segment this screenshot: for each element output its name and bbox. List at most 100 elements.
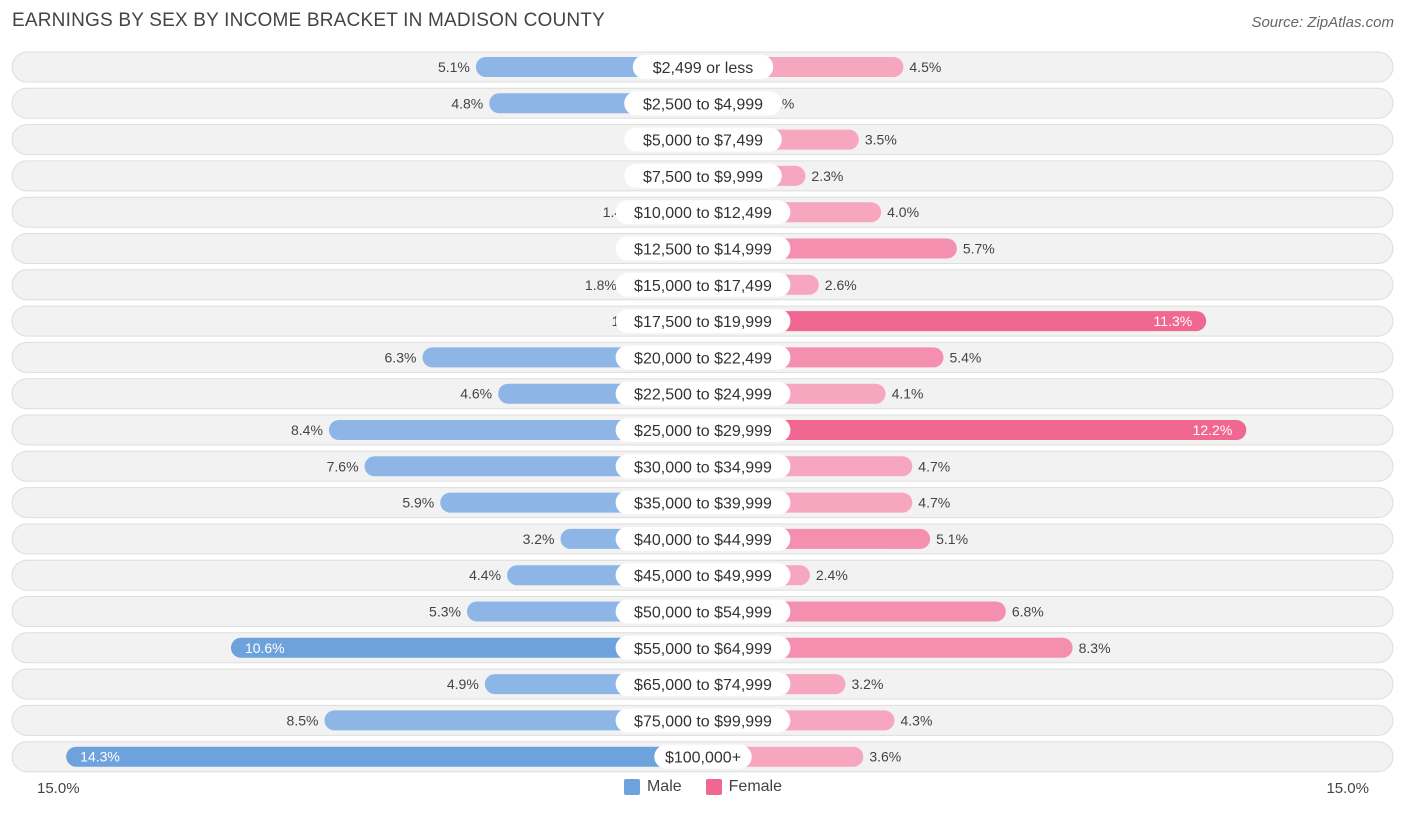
category-label: $15,000 to $17,499 xyxy=(634,278,772,295)
female-value-label: 3.5% xyxy=(865,132,897,148)
category-label-pill xyxy=(615,563,791,588)
male-bar xyxy=(324,710,703,731)
category-label: $100,000+ xyxy=(665,750,741,767)
bar-row: 0.61%2.3%$7,500 to $9,999 xyxy=(11,160,1394,192)
legend-item-male[interactable]: Male xyxy=(623,778,682,796)
category-label: $65,000 to $74,999 xyxy=(634,677,772,694)
bar-row: 8.4% 12.2% $25,000 to $29,999 xyxy=(11,414,1394,446)
female-value-label: 4.7% xyxy=(918,495,950,511)
male-value-label: 1.8% xyxy=(585,277,617,293)
bar-row: 4.9% 3.2% $65,000 to $74,999 xyxy=(11,668,1394,700)
bar-row: 5.1% 4.5% $2,499 or less xyxy=(11,51,1394,83)
category-label: $45,000 to $49,999 xyxy=(634,568,772,585)
bar-row: 0.44%3.5%$5,000 to $7,499 xyxy=(11,124,1394,156)
male-value-label: 5.9% xyxy=(402,495,434,511)
bar-row: 4.4% 2.4% $45,000 to $49,999 xyxy=(11,559,1394,591)
bar-row: 3.2% 5.1% $40,000 to $44,999 xyxy=(11,523,1394,555)
male-value-label: 4.9% xyxy=(447,676,479,692)
category-label: $55,000 to $64,999 xyxy=(634,641,772,658)
axis-right-label: 15.0% xyxy=(1326,780,1369,797)
category-label: $75,000 to $99,999 xyxy=(634,713,772,730)
female-value-label: 4.0% xyxy=(887,204,919,220)
category-label-pill xyxy=(654,744,752,769)
category-label-pill xyxy=(615,708,791,733)
bar-row: 1.8% 2.6% $15,000 to $17,499 xyxy=(11,269,1394,301)
female-value-label: 2.6% xyxy=(825,277,857,293)
female-value-label: 11.3% xyxy=(1154,313,1193,329)
category-label-pill xyxy=(615,272,791,297)
category-label-pill xyxy=(615,345,791,370)
category-label: $2,499 or less xyxy=(653,60,754,77)
category-label-pill xyxy=(615,599,791,624)
category-label: $5,000 to $7,499 xyxy=(643,133,763,150)
male-value-label: 10.6% xyxy=(245,640,285,656)
male-value-label: 14.3% xyxy=(80,749,120,765)
category-label-pill xyxy=(615,454,791,479)
male-bar xyxy=(328,420,703,440)
bar-row: 4.8%1.2%$2,500 to $4,999 xyxy=(11,87,1394,119)
female-value-label: 12.2% xyxy=(1193,422,1233,438)
male-value-label: 7.6% xyxy=(327,458,359,474)
female-value-label: 4.1% xyxy=(892,386,924,402)
bar-row: 4.6% 4.1% $22,500 to $24,999 xyxy=(11,378,1394,410)
female-bar xyxy=(703,420,1247,440)
female-bar xyxy=(703,311,1207,332)
male-bar xyxy=(66,746,703,767)
category-label: $12,500 to $14,999 xyxy=(634,242,772,259)
female-value-label: 5.4% xyxy=(949,349,981,365)
category-label: $2,500 to $4,999 xyxy=(643,96,763,113)
female-value-label: 2.4% xyxy=(816,567,848,583)
male-value-label: 8.5% xyxy=(287,712,319,728)
source-credit: Source: ZipAtlas.com xyxy=(1251,14,1394,31)
legend-label-male: Male xyxy=(646,778,682,795)
axis-left-label: 15.0% xyxy=(37,780,80,797)
category-label-pill xyxy=(624,163,782,188)
bar-row: 0.78%5.7%$12,500 to $14,999 xyxy=(11,233,1394,264)
category-label: $35,000 to $39,999 xyxy=(634,496,772,513)
category-label: $30,000 to $34,999 xyxy=(634,459,772,476)
bar-row: 8.5% 4.3% $75,000 to $99,999 xyxy=(11,704,1394,736)
category-label: $50,000 to $54,999 xyxy=(634,605,772,622)
male-value-label: 3.2% xyxy=(523,531,555,547)
category-label-pill xyxy=(624,91,782,116)
male-swatch xyxy=(623,779,640,795)
bar-row: 10.6% 8.3% $55,000 to $64,999 xyxy=(11,632,1394,664)
female-value-label: 3.2% xyxy=(852,676,884,692)
female-bar xyxy=(703,637,1073,658)
category-label-pill xyxy=(615,635,791,660)
category-label-pill xyxy=(624,127,782,152)
bar-row: 1.4%4.0%$10,000 to $12,499 xyxy=(11,196,1394,228)
bar-row: 6.3% 5.4% $20,000 to $22,499 xyxy=(11,341,1394,373)
female-value-label: 5.1% xyxy=(936,531,968,547)
category-label-pill xyxy=(615,672,791,697)
bar-row: 7.6% 4.7% $30,000 to $34,999 xyxy=(11,450,1394,482)
chart-title: EARNINGS BY SEX BY INCOME BRACKET IN MAD… xyxy=(12,10,605,31)
category-label: $40,000 to $44,999 xyxy=(634,532,772,549)
category-label-pill xyxy=(632,55,774,79)
category-label: $25,000 to $29,999 xyxy=(634,423,772,440)
female-value-label: 4.7% xyxy=(918,458,950,474)
category-label: $17,500 to $19,999 xyxy=(634,314,772,331)
female-value-label: 6.8% xyxy=(1012,604,1044,620)
male-value-label: 4.4% xyxy=(469,567,501,583)
male-bar xyxy=(230,637,704,658)
bar-row: 1.2%11.3%$17,500 to $19,999 xyxy=(11,305,1394,337)
male-value-label: 4.6% xyxy=(460,386,492,402)
female-value-label: 4.3% xyxy=(900,712,932,728)
bar-row: 5.9% 4.7% $35,000 to $39,999 xyxy=(11,487,1394,519)
category-label-pill xyxy=(615,309,791,334)
female-value-label: 4.5% xyxy=(909,59,941,75)
category-label-pill xyxy=(615,490,791,515)
category-label: $10,000 to $12,499 xyxy=(634,205,772,222)
category-label: $20,000 to $22,499 xyxy=(634,350,772,367)
category-label: $22,500 to $24,999 xyxy=(634,387,772,404)
female-value-label: 3.6% xyxy=(869,749,901,765)
female-value-label: 5.7% xyxy=(963,241,995,257)
male-value-label: 6.3% xyxy=(385,349,417,365)
male-value-label: 8.4% xyxy=(291,422,323,438)
female-value-label: 8.3% xyxy=(1079,640,1111,656)
legend-item-female[interactable]: Female xyxy=(705,778,782,796)
female-value-label: 2.3% xyxy=(811,168,843,184)
legend: Male Female xyxy=(0,778,1406,796)
